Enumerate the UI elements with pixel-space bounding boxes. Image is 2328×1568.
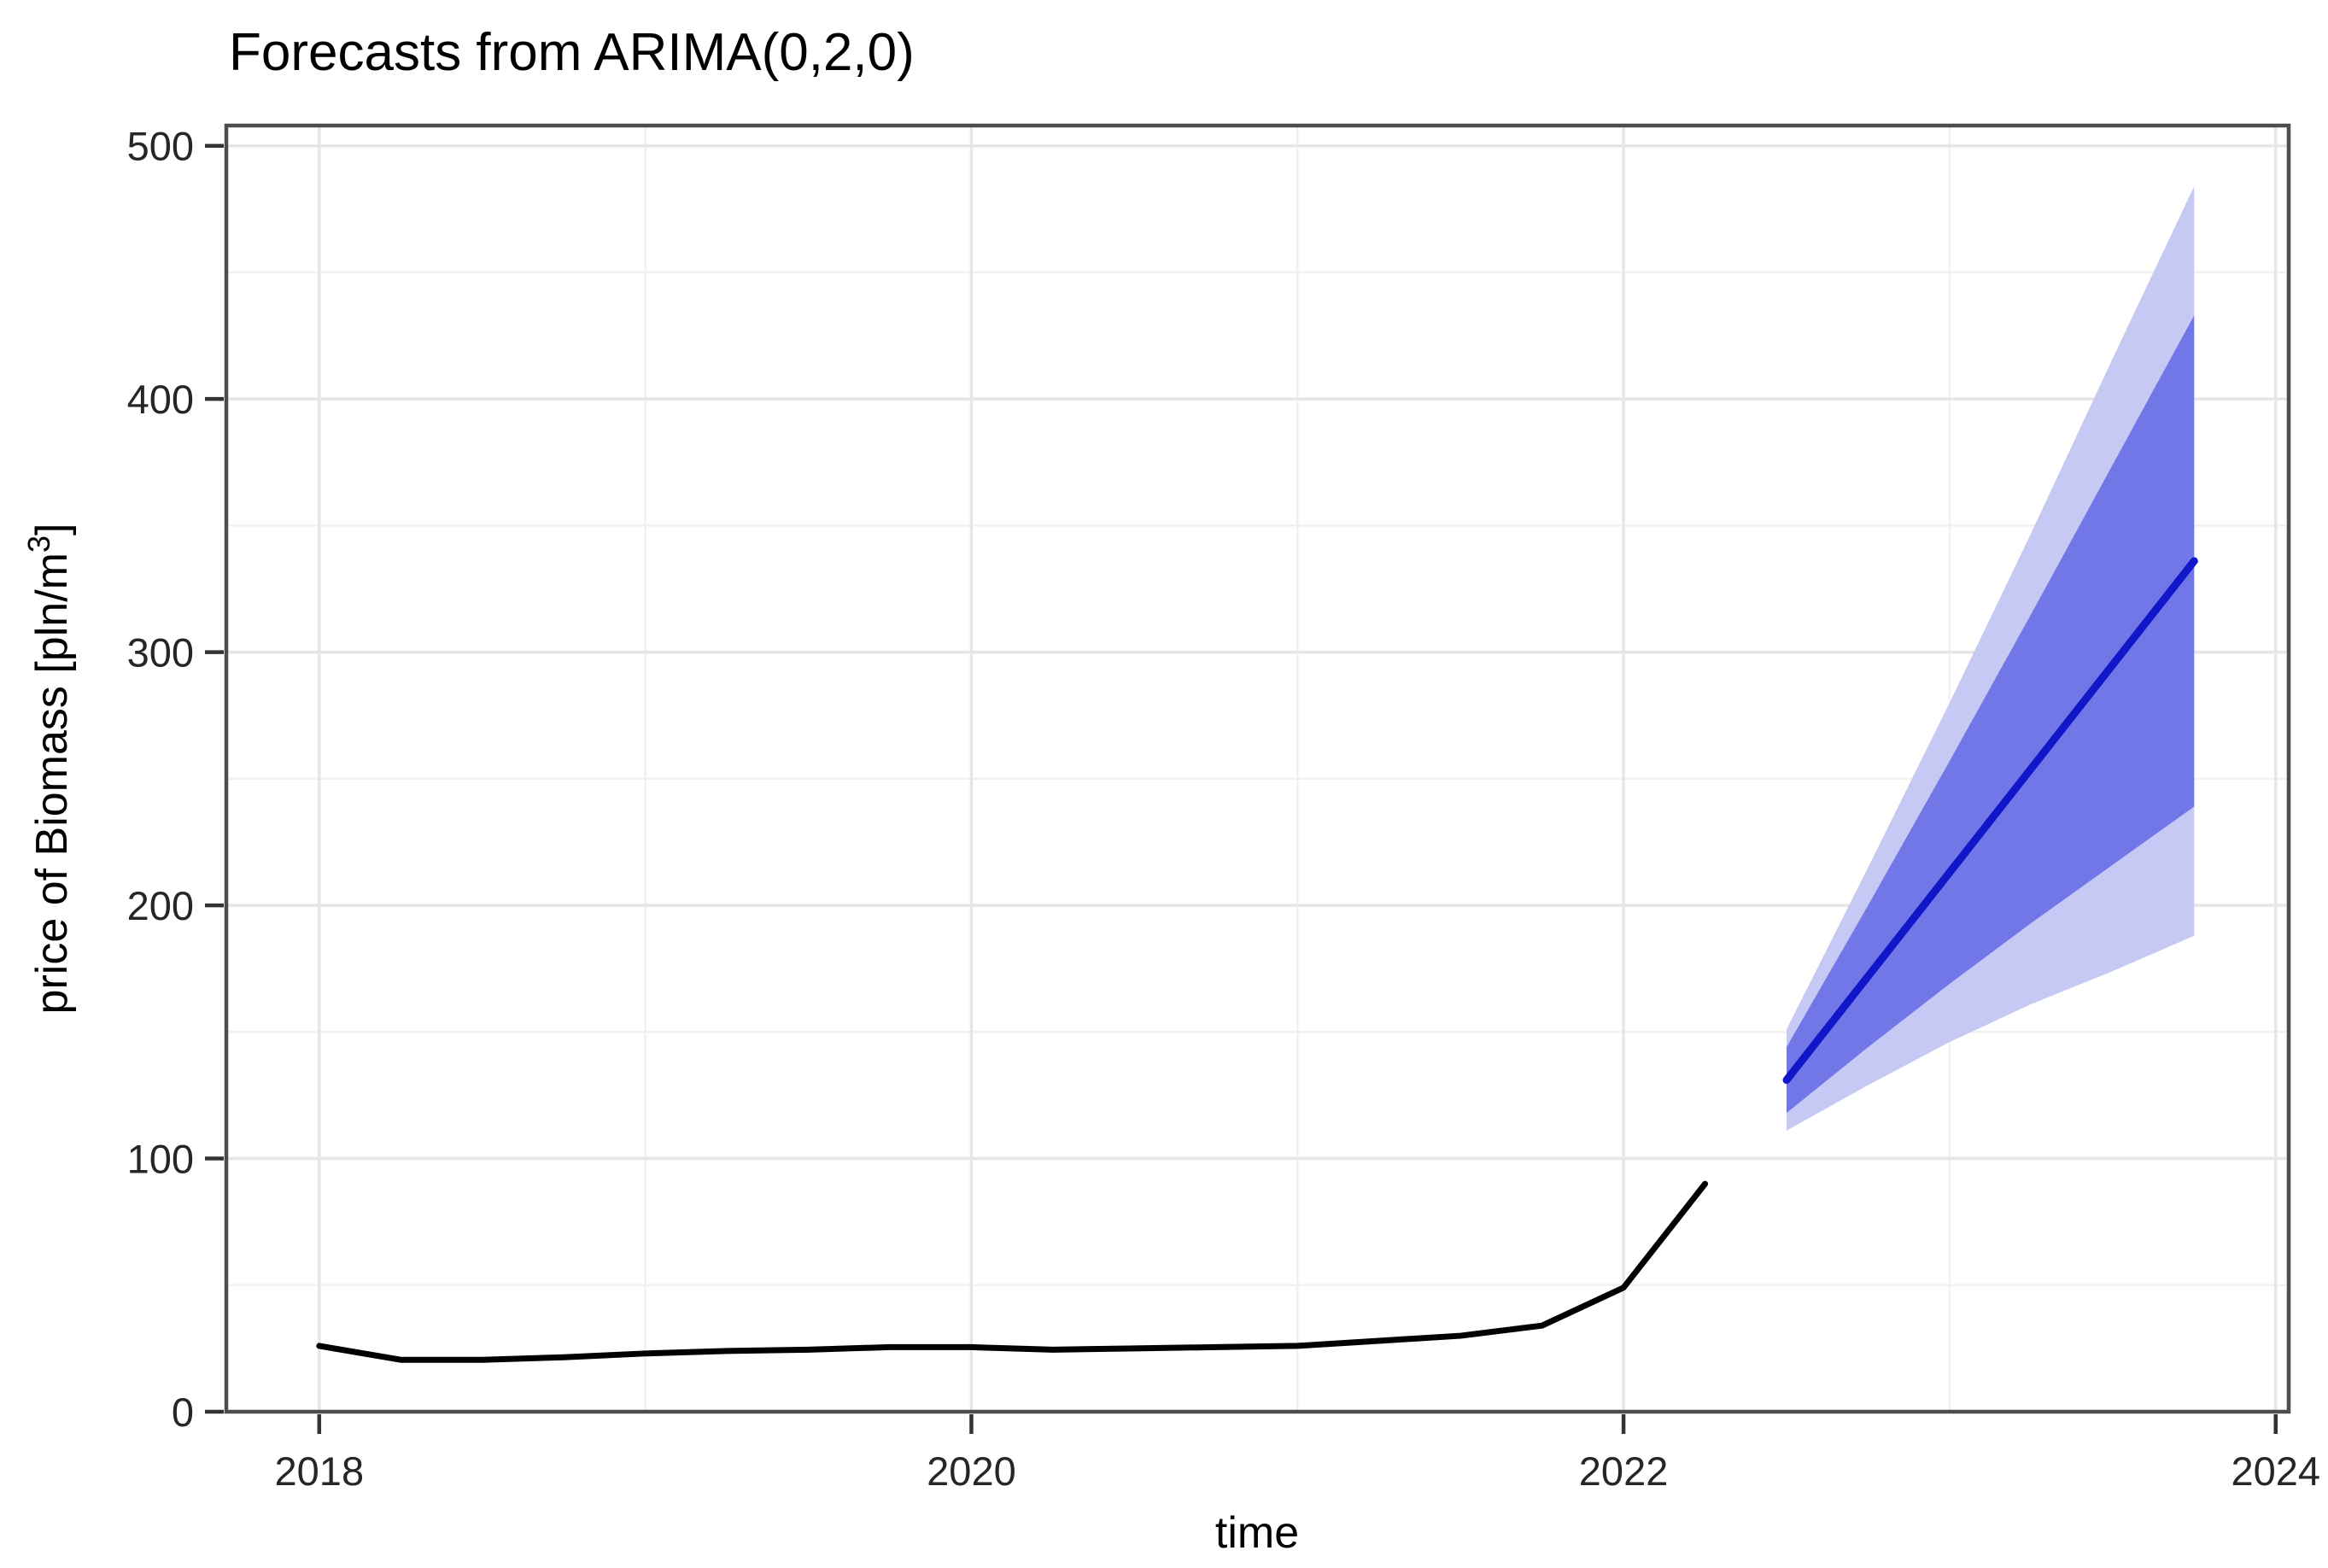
x-axis-tick-label: 2022 [1579,1448,1669,1494]
y-axis-title-close-bracket: ] [27,524,77,535]
observed-series-line [316,1180,1709,1363]
plot-panel: 2018 2020 2022 2024 0 100 200 300 400 500 [127,124,2320,1494]
y-axis-title-superscript: 3 [21,535,56,553]
y-axis-tick-label: 300 [127,630,194,676]
y-axis-tick-label: 0 [172,1390,194,1435]
y-axis-tick-label: 400 [127,377,194,422]
forecast-mean-line [1782,557,2198,1085]
forecast-band-80 [1787,315,2195,1114]
x-axis-title: time [1215,1508,1299,1558]
y-axis-tick-label: 200 [127,883,194,928]
y-axis-title-text: price of Biomass [pln/m [27,553,77,1014]
x-axis-tick-label: 2018 [275,1448,365,1494]
x-axis-tick-label: 2020 [927,1448,1016,1494]
panel-border [224,123,2291,1414]
chart-title: Forecasts from ARIMA(0,2,0) [229,23,915,82]
y-axis-title: price of Biomass [pln/m3] [21,524,77,1015]
y-axis-tick-label: 500 [127,124,194,169]
y-axis-tick-label: 100 [127,1137,194,1182]
x-axis-tick-label: 2024 [2231,1448,2320,1494]
